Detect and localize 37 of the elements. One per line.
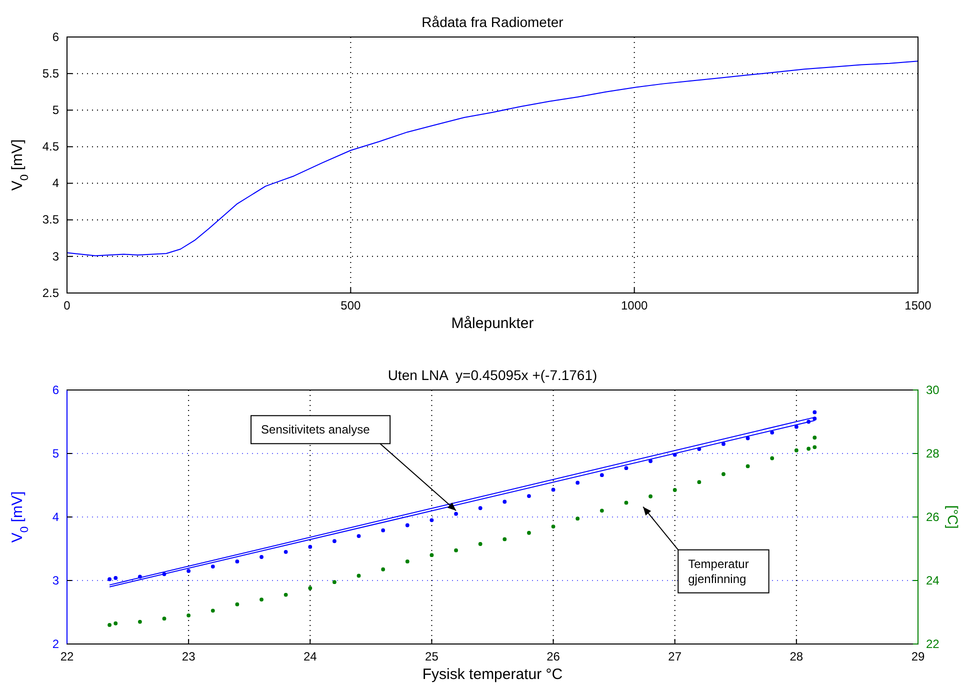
y2-tick-label: 24 [926,573,940,588]
y2-tick-label: 26 [926,510,940,524]
annotation: Temperatur gjenfinning [688,556,749,586]
x-tick-label: 25 [425,650,439,664]
y-tick-label: 3.5 [42,212,60,227]
y-tick-label: 4.5 [42,140,60,154]
x-tick-label: 22 [60,650,74,664]
y-tick-label: 2 [52,636,60,651]
y-tick-label: 5 [52,446,60,460]
y-tick-label: 4 [52,176,60,190]
x-tick-label: 29 [911,650,925,664]
y2-axis-title: [°C] [945,505,961,529]
x-tick-label: 500 [340,298,361,313]
x-tick-label: 28 [790,650,804,664]
y2-tick-label: 28 [926,446,940,460]
x-tick-label: 1000 [620,298,648,313]
y-tick-label: 3 [52,573,60,588]
x-tick-label: 24 [303,650,318,664]
x-tick-label: 1500 [904,298,932,313]
annotation: Sensitivitets analyse [261,422,370,437]
y-tick-label: 6 [52,30,60,44]
x-tick-label: 0 [64,298,71,313]
y-tick-label: 2.5 [42,286,60,300]
x-tick-label: 23 [182,650,196,664]
y-tick-label: 6 [52,382,60,397]
chart-title: Rådata fra Radiometer [422,14,564,30]
x-axis-title: Fysisk temperatur °C [422,666,563,683]
y-tick-label: 5.5 [42,66,60,80]
y-tick-label: 5 [52,102,60,117]
x-tick-label: 27 [668,650,682,664]
chart-title: Uten LNA y=0.45095x +(-7.1761) [388,367,598,383]
y2-tick-label: 30 [926,382,940,397]
y-tick-label: 4 [52,510,60,524]
x-axis-title: Målepunkter [451,315,534,332]
x-tick-label: 26 [546,650,560,664]
y-tick-label: 3 [52,249,60,264]
y2-tick-label: 22 [926,636,940,651]
